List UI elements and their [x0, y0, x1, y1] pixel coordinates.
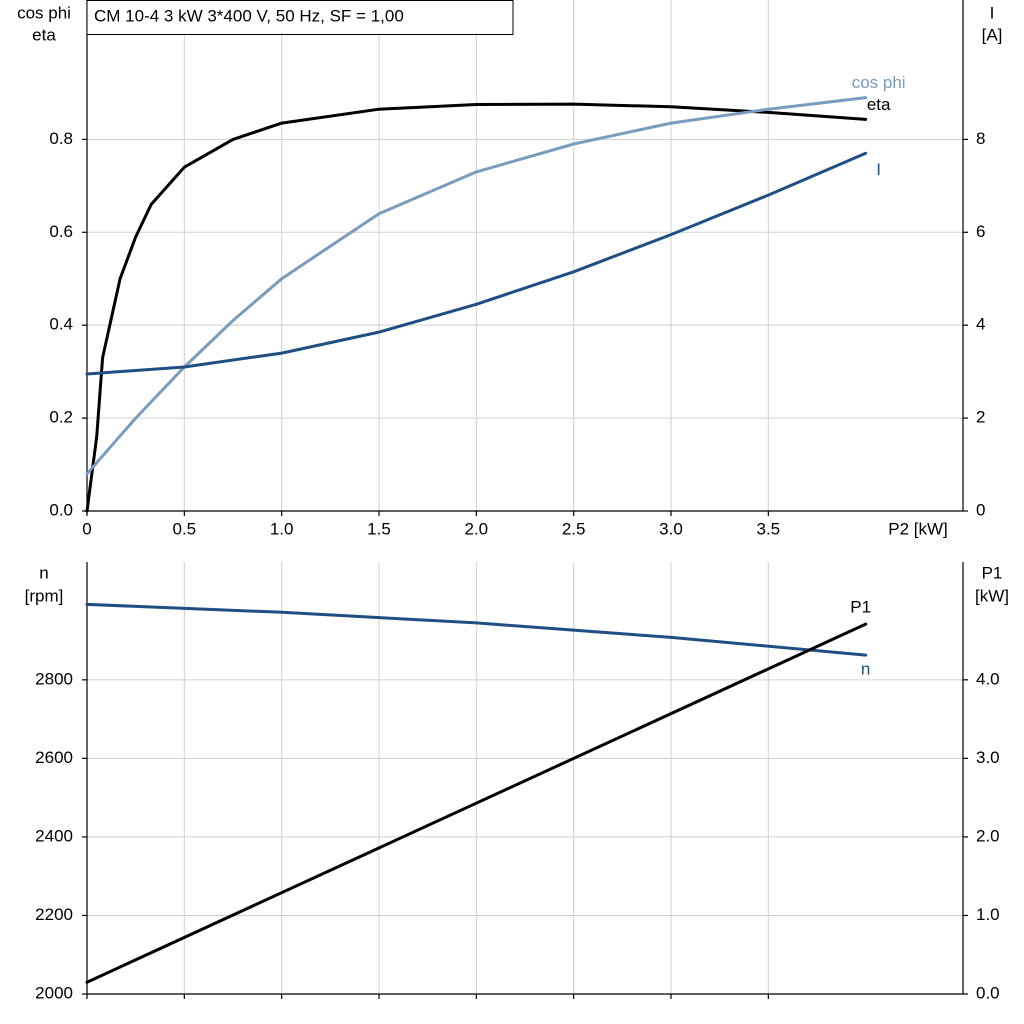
x-tick-label: 1.0 [270, 519, 294, 538]
y-axis-label: [rpm] [25, 586, 64, 605]
y-tick-label: 0.6 [49, 222, 73, 241]
y2-tick-label: 8 [976, 129, 985, 148]
y2-tick-label: 2.0 [976, 826, 1000, 845]
y2-axis-label: P1 [982, 563, 1003, 582]
y2-tick-label: 4.0 [976, 669, 1000, 688]
series-line [85, 622, 868, 984]
y-tick-label: 2000 [35, 983, 73, 1002]
y2-axis-label: [A] [982, 25, 1003, 44]
series-label: cos phi [852, 73, 906, 92]
x-tick-label: 0 [82, 519, 91, 538]
x-axis-label: P2 [kW] [888, 519, 948, 538]
y-axis-label: n [39, 563, 48, 582]
series-line [85, 102, 868, 513]
y-axis-label: eta [32, 25, 56, 44]
x-tick-label: 2.5 [562, 519, 586, 538]
y-tick-label: 0.4 [49, 315, 73, 334]
y2-tick-label: 1.0 [976, 905, 1000, 924]
y2-axis-label: I [990, 3, 995, 22]
series-label: I [876, 160, 881, 179]
series-line [85, 602, 868, 657]
y-tick-label: 2600 [35, 748, 73, 767]
y-tick-label: 2800 [35, 669, 73, 688]
series-line [85, 96, 868, 476]
y2-tick-label: 3.0 [976, 748, 1000, 767]
y2-tick-label: 4 [976, 315, 985, 334]
y2-tick-label: 6 [976, 222, 985, 241]
x-tick-label: 3.0 [659, 519, 683, 538]
y-tick-label: 2400 [35, 826, 73, 845]
x-tick-label: 0.5 [173, 519, 197, 538]
y-tick-label: 0.0 [49, 500, 73, 519]
y-tick-label: 0.2 [49, 408, 73, 427]
y-tick-label: 0.8 [49, 129, 73, 148]
chart-title: CM 10-4 3 kW 3*400 V, 50 Hz, SF = 1,00 [94, 6, 404, 25]
y-axis-label: cos phi [17, 3, 71, 22]
series-line [85, 151, 868, 376]
y2-axis-label: [kW] [975, 586, 1009, 605]
series-label: P1 [850, 598, 871, 617]
y-tick-label: 2200 [35, 905, 73, 924]
y2-tick-label: 0 [976, 500, 985, 519]
x-tick-label: 2.0 [465, 519, 489, 538]
series-label: n [861, 660, 870, 679]
x-tick-label: 3.5 [757, 519, 781, 538]
series-label: eta [867, 95, 891, 114]
x-tick-label: 1.5 [367, 519, 391, 538]
y2-tick-label: 2 [976, 408, 985, 427]
title-box [86, 0, 514, 35]
y2-tick-label: 0.0 [976, 983, 1000, 1002]
